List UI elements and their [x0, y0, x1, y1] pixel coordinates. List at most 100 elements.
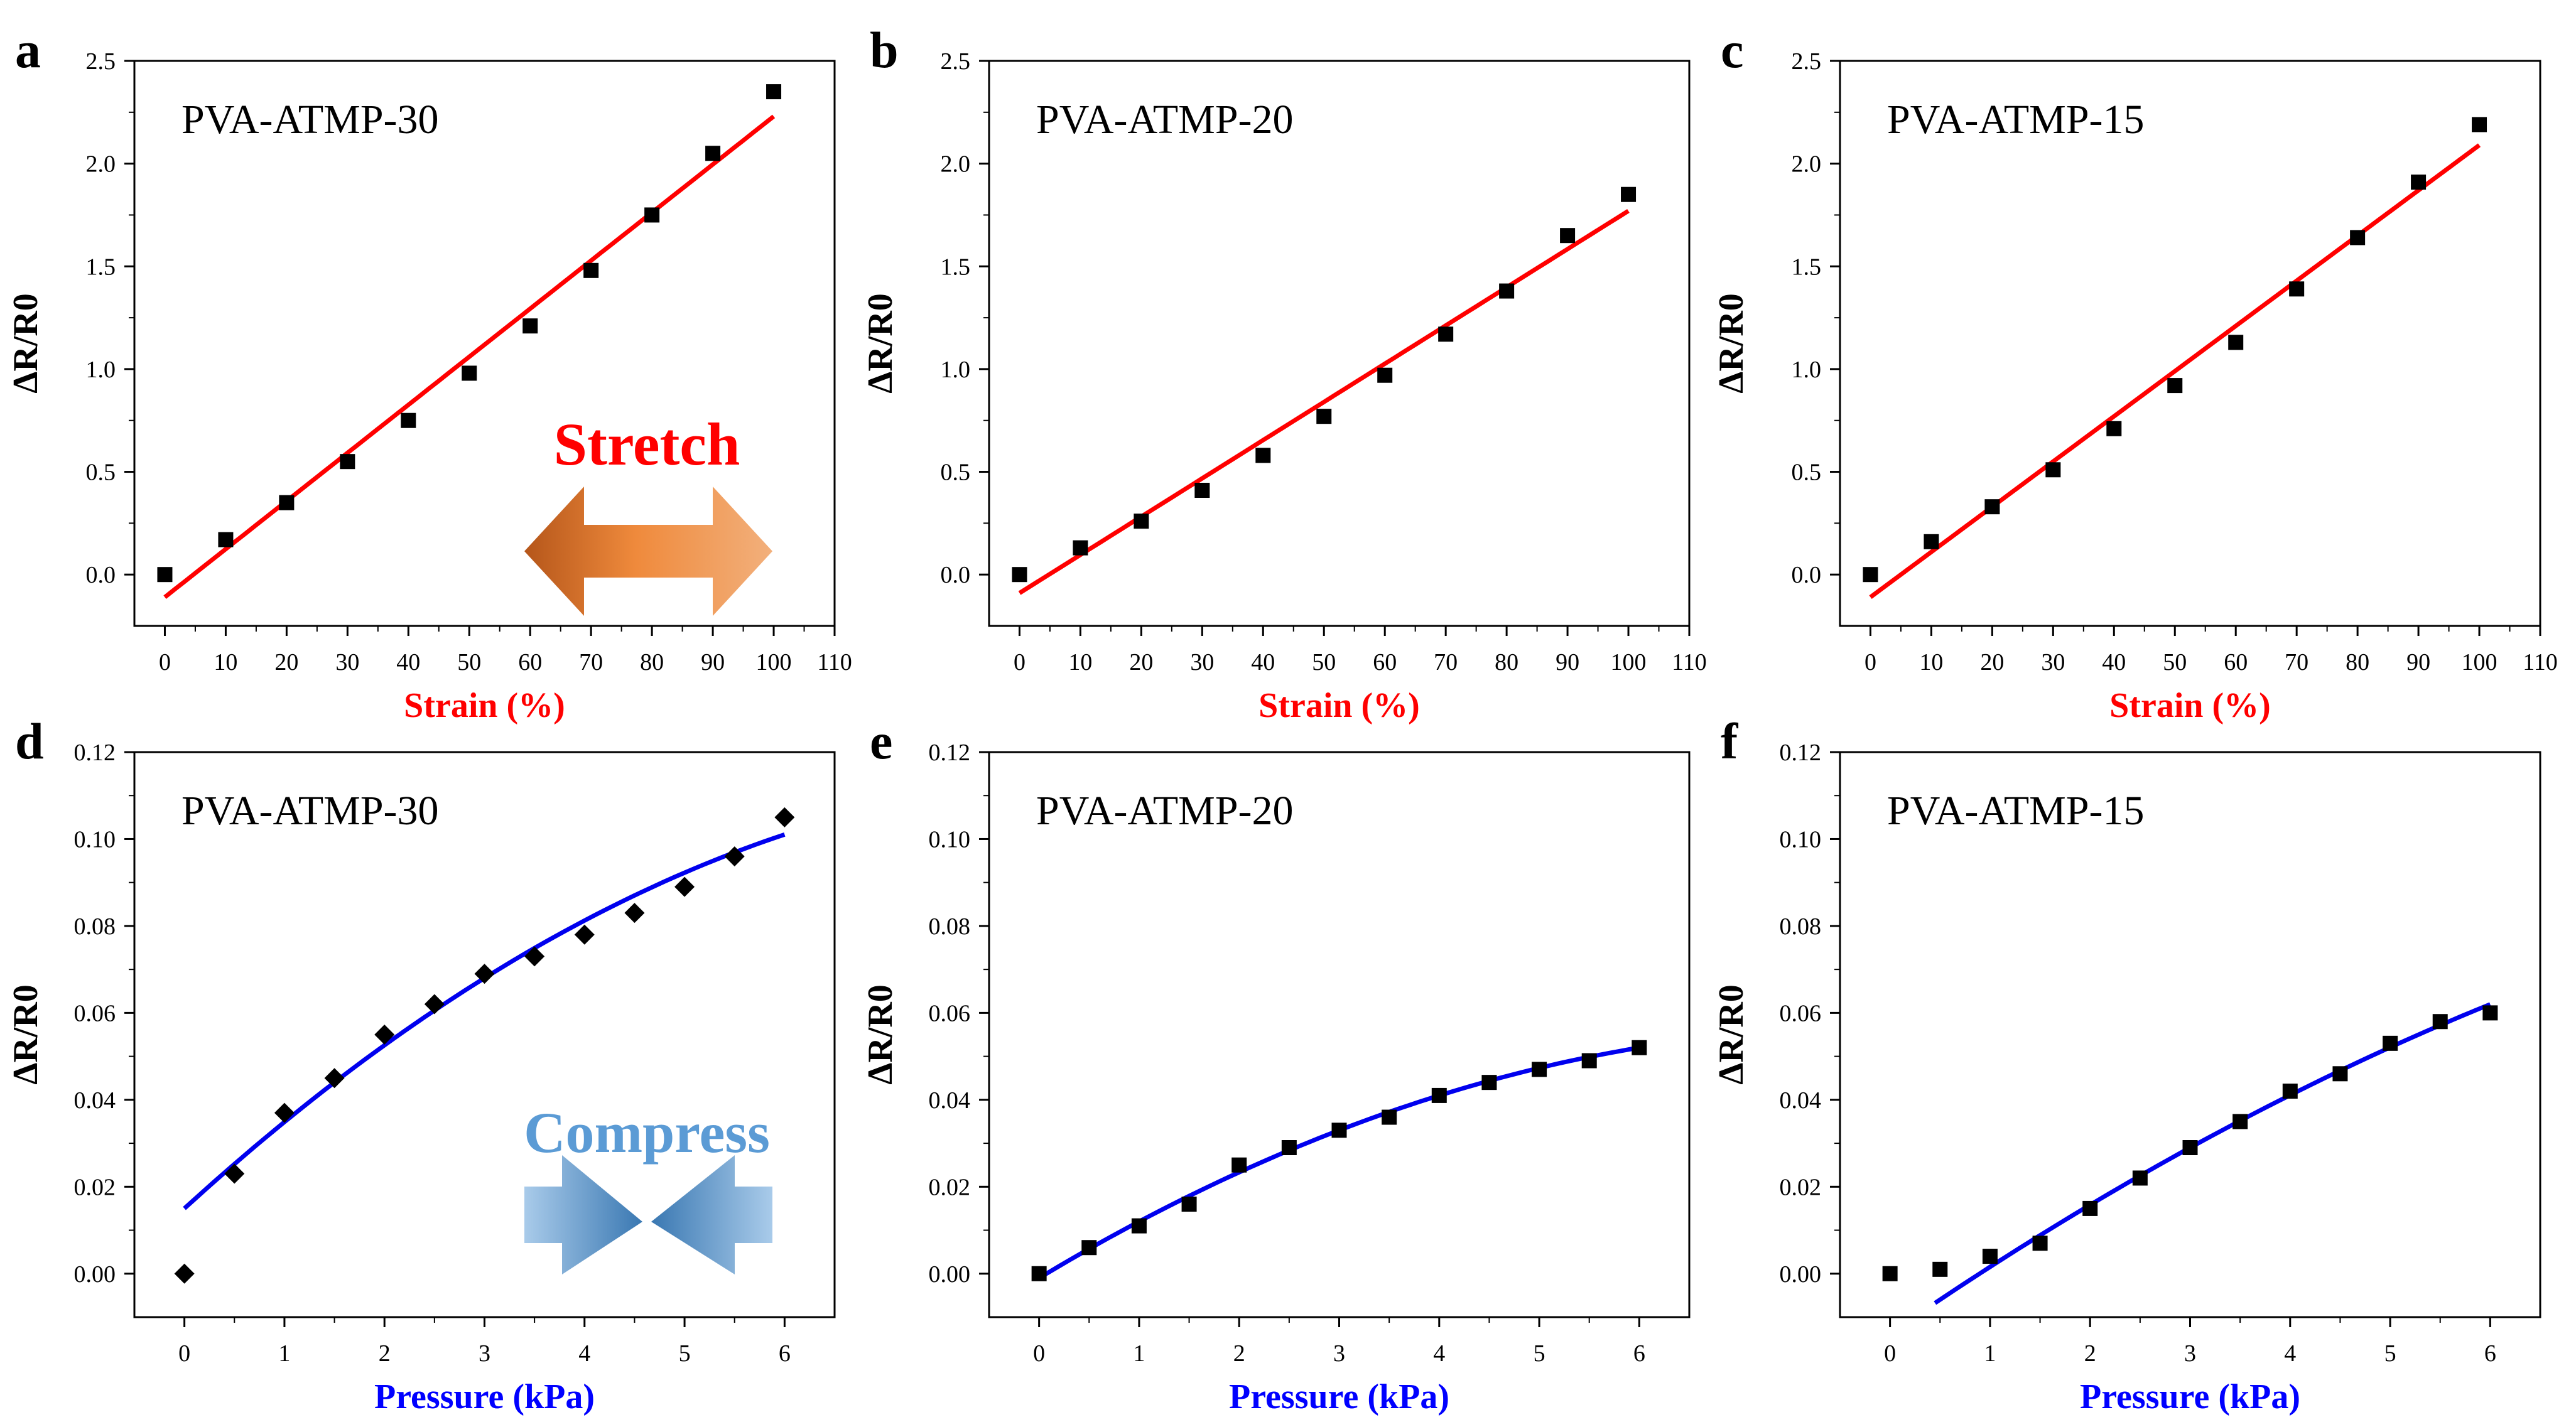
data-point [2228, 335, 2244, 350]
data-point [224, 1163, 245, 1184]
x-tick-label: 6 [1633, 1340, 1645, 1367]
data-point [1882, 1266, 1898, 1281]
fit-line [163, 114, 776, 599]
x-tick-label: 20 [274, 649, 298, 676]
y-tick-label: 0.02 [74, 1174, 116, 1200]
x-tick-label: 20 [1129, 649, 1153, 676]
x-tick-label: 0 [159, 649, 171, 676]
data-point [1131, 1218, 1147, 1234]
data-point [1134, 514, 1149, 529]
y-tick-label: 2.5 [941, 48, 971, 75]
y-tick-label: 0.12 [74, 740, 116, 766]
x-tick-label: 50 [2163, 649, 2187, 676]
data-point [644, 207, 660, 223]
panel-title: PVA-ATMP-15 [1887, 97, 2145, 143]
panel-e: e 0 1 2 3 4 5 6 0.00 0.02 0.04 0.06 0.08 0.10 0.12 Pres… [861, 713, 1691, 1416]
y-axis-label: ΔR/R0 [1712, 984, 1751, 1085]
y-tick-label: 0.02 [1780, 1174, 1822, 1200]
panel-title: PVA-ATMP-15 [1887, 788, 2145, 834]
x-axis-label: Pressure (kPa) [374, 1377, 595, 1416]
y-tick-label: 0.5 [86, 460, 116, 486]
x-tick-label: 80 [640, 649, 664, 676]
data-point [462, 365, 477, 381]
panel-a: a 0 10 20 30 40 50 60 70 80 90 100 110 0.0 0.5 1.0 1.5 2.… [6, 21, 852, 725]
y-tick-label: 2.5 [1792, 48, 1822, 75]
data-point [274, 1102, 295, 1123]
fit-line [1037, 1045, 1640, 1280]
data-point [766, 84, 782, 100]
x-tick-label: 80 [1495, 649, 1518, 676]
y-tick-label: 2.5 [86, 48, 116, 75]
plot-frame [1839, 60, 2541, 627]
y-tick-label: 1.5 [941, 254, 971, 280]
x-tick-label: 3 [479, 1340, 490, 1367]
data-point [774, 807, 795, 827]
panel-title: PVA-ATMP-20 [1036, 788, 1294, 834]
y-tick-label: 1.0 [941, 357, 971, 383]
y-tick-label: 0.10 [74, 826, 116, 853]
x-tick-label: 0 [1033, 1340, 1045, 1367]
data-point [574, 924, 595, 945]
x-axis-label: Strain (%) [404, 686, 565, 725]
data-point [2289, 281, 2305, 297]
data-point [474, 964, 495, 984]
data-point [1863, 567, 1878, 583]
x-tick-label: 4 [2284, 1340, 2296, 1367]
x-tick-label: 2 [2084, 1340, 2096, 1367]
x-tick-label: 6 [2484, 1340, 2496, 1367]
x-tick-label: 10 [1068, 649, 1092, 676]
panel-title: PVA-ATMP-30 [181, 788, 439, 834]
x-tick-label: 100 [1611, 649, 1647, 676]
data-point [1073, 540, 1088, 556]
x-tick-label: 0 [1014, 649, 1026, 676]
x-axis-label: Pressure (kPa) [1229, 1377, 1449, 1416]
data-point [424, 994, 445, 1015]
y-tick-label: 0.00 [74, 1261, 116, 1288]
x-tick-label: 6 [779, 1340, 791, 1367]
y-tick-label: 1.0 [1792, 357, 1822, 383]
y-tick-label: 0.00 [929, 1261, 971, 1288]
y-tick-label: 2.0 [86, 151, 116, 178]
data-point [1377, 367, 1393, 383]
panel-letter: b [870, 21, 899, 78]
data-point [524, 946, 545, 967]
x-tick-label: 70 [1434, 649, 1458, 676]
double-arrow-icon [524, 487, 772, 616]
x-tick-label: 30 [2041, 649, 2065, 676]
data-point [174, 1263, 195, 1284]
data-point [1532, 1062, 1547, 1077]
data-point [1499, 283, 1515, 299]
data-point [1194, 483, 1210, 498]
x-tick-label: 80 [2346, 649, 2369, 676]
data-point [2045, 462, 2061, 478]
x-axis-label: Strain (%) [2109, 686, 2271, 725]
x-tick-label: 30 [1190, 649, 1214, 676]
panel-title: PVA-ATMP-20 [1036, 97, 1294, 143]
data-point [1984, 499, 2000, 515]
data-point [1231, 1157, 1247, 1173]
y-axis-label: ΔR/R0 [861, 293, 900, 394]
data-point [1281, 1140, 1297, 1155]
stretch-label: Stretch [554, 411, 740, 478]
data-point [2332, 1066, 2348, 1082]
x-tick-label: 5 [2384, 1340, 2396, 1367]
x-tick-label: 0 [178, 1340, 190, 1367]
x-tick-label: 70 [579, 649, 603, 676]
y-tick-label: 0.0 [86, 562, 116, 588]
data-point [1581, 1053, 1597, 1069]
data-point [1181, 1197, 1197, 1212]
x-tick-label: 1 [278, 1340, 290, 1367]
data-point [1331, 1123, 1347, 1138]
x-tick-label: 60 [1373, 649, 1397, 676]
x-tick-label: 110 [2523, 649, 2558, 676]
data-point [674, 876, 695, 897]
x-tick-label: 40 [1251, 649, 1275, 676]
data-point [340, 454, 355, 470]
y-tick-label: 1.5 [1792, 254, 1822, 280]
y-tick-label: 0.08 [74, 913, 116, 940]
data-point [2182, 1140, 2198, 1155]
y-tick-label: 0.04 [929, 1087, 971, 1114]
arrow-right-icon [524, 1155, 642, 1274]
y-axis-label: ΔR/R0 [861, 984, 900, 1085]
